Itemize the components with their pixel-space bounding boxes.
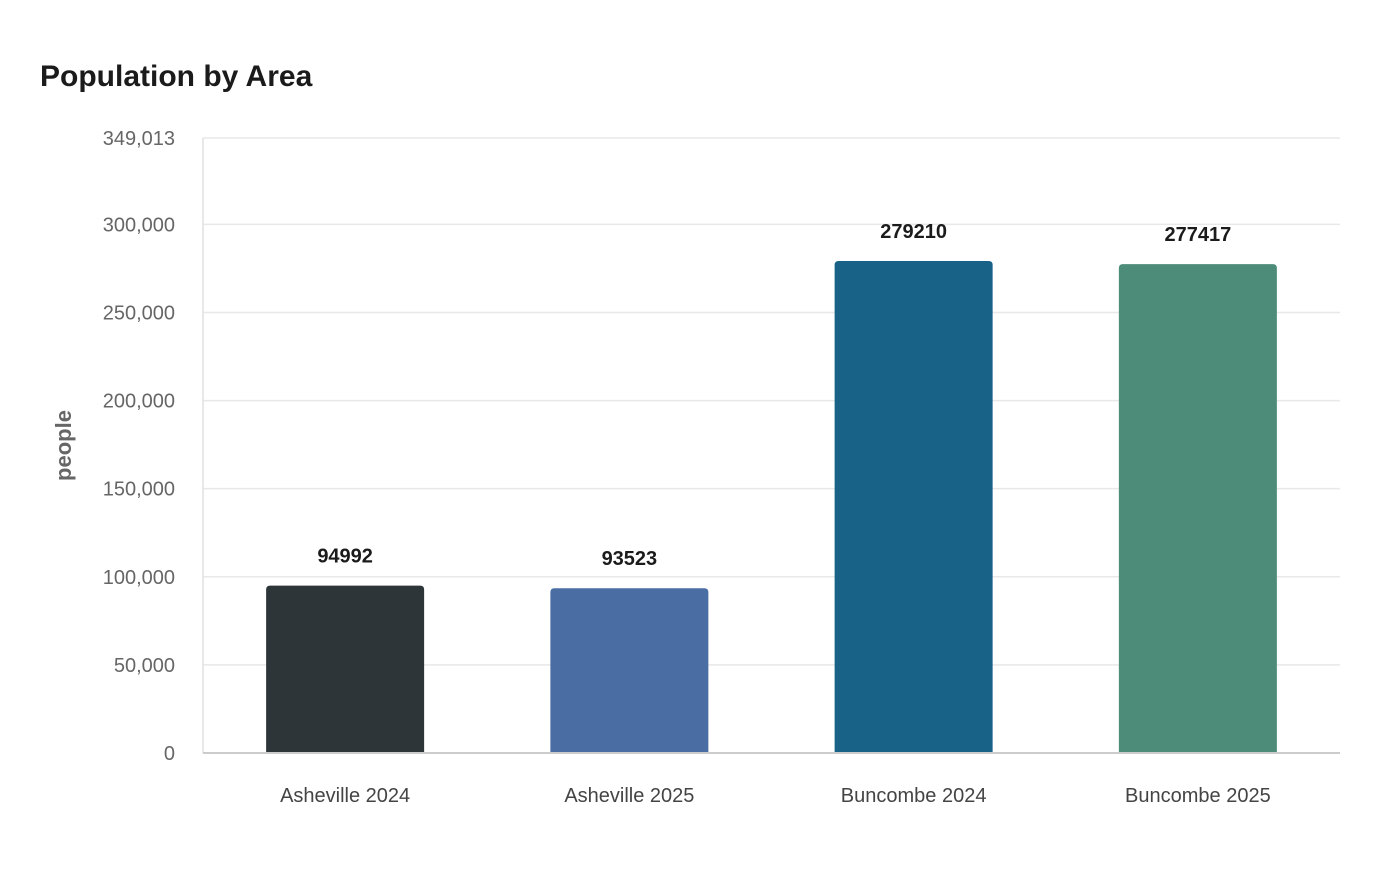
bar: [834, 261, 993, 753]
x-tick-label: Buncombe 2025: [1125, 785, 1271, 807]
y-tick-label: 200,000: [103, 391, 175, 413]
value-labels: 94992 93523 279210 277417: [317, 221, 1231, 570]
bar: [266, 585, 425, 753]
bar: [1118, 264, 1277, 753]
chart-title: Population by Area: [40, 60, 313, 93]
bars: [266, 261, 1277, 753]
bar-value-label: 94992: [317, 546, 373, 568]
bar: [550, 588, 709, 753]
y-tick-label: 0: [164, 743, 175, 765]
y-tick-label: 250,000: [103, 302, 175, 324]
y-axis-ticks: 0 50,000 100,000 150,000 200,000 250,000 300,0…: [103, 128, 175, 765]
x-tick-label: Asheville 2024: [280, 785, 410, 807]
bar-value-label: 279210: [880, 221, 947, 243]
x-tick-label: Asheville 2025: [564, 785, 694, 807]
y-tick-label: 100,000: [103, 567, 175, 589]
y-tick-label: 300,000: [103, 214, 175, 236]
y-axis-title: people: [51, 410, 76, 481]
bar-value-label: 93523: [602, 548, 658, 570]
y-tick-label: 50,000: [114, 655, 175, 677]
y-tick-label: 349,013: [103, 128, 175, 150]
x-tick-label: Buncombe 2024: [841, 785, 987, 807]
y-tick-label: 150,000: [103, 479, 175, 501]
bar-value-label: 277417: [1165, 224, 1232, 246]
x-axis-ticks: Asheville 2024 Asheville 2025 Buncombe 202…: [280, 785, 1271, 807]
